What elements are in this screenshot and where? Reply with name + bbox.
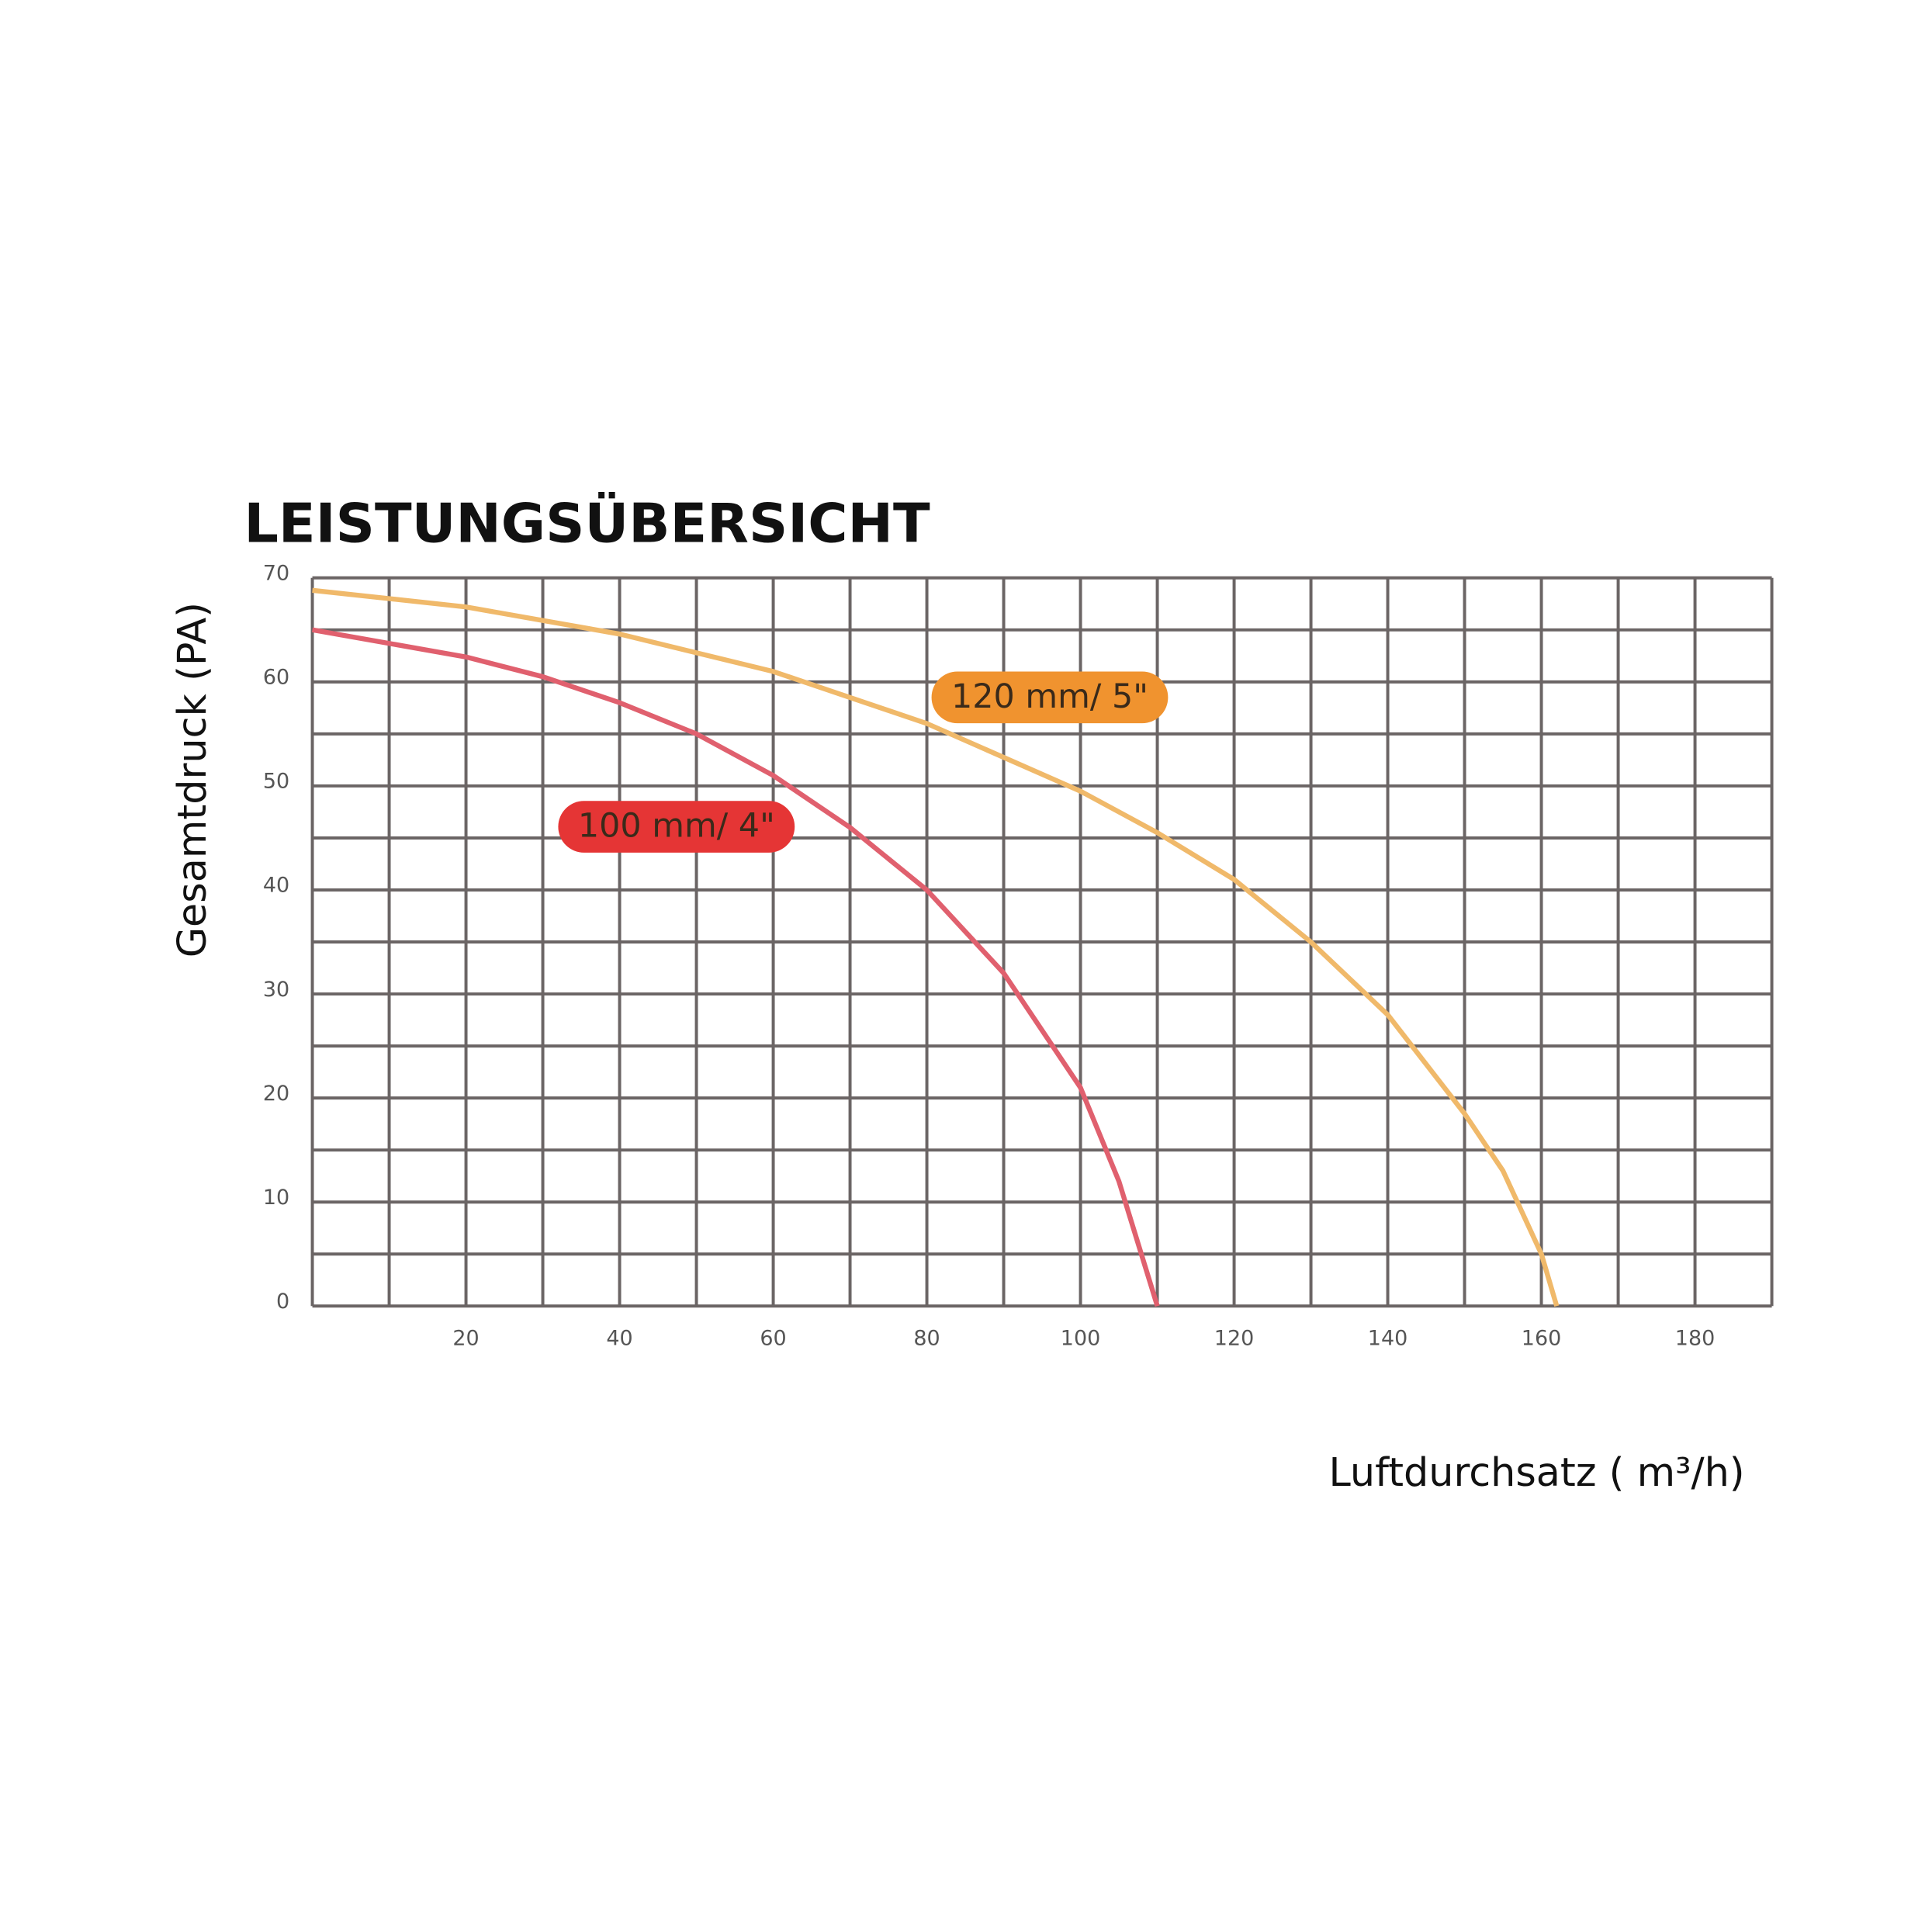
legend-label: 100 mm/ 4"	[578, 807, 775, 846]
x-tick-label: 120	[1214, 1327, 1255, 1351]
legend-pill	[558, 801, 795, 853]
x-tick-label: 140	[1368, 1327, 1408, 1351]
x-tick-label: 180	[1675, 1327, 1716, 1351]
x-tick-label: 60	[760, 1327, 786, 1351]
legend-item: 120 mm/ 5"	[931, 671, 1169, 724]
x-tick-label: 80	[913, 1327, 940, 1351]
legend-label: 120 mm/ 5"	[951, 677, 1148, 716]
x-tick-label: 160	[1522, 1327, 1562, 1351]
x-tick-label: 40	[606, 1327, 632, 1351]
y-tick-label: 0	[276, 1290, 289, 1314]
y-tick-label: 50	[263, 770, 289, 794]
y-tick-label: 20	[263, 1082, 289, 1106]
y-tick-label: 10	[263, 1186, 289, 1210]
chart-title: LEISTUNGSÜBERSICHT	[244, 492, 930, 556]
legend-item: 100 mm/ 4"	[558, 801, 795, 853]
x-tick-label: 100	[1061, 1327, 1101, 1351]
x-tick-label: 20	[452, 1327, 479, 1351]
y-tick-label: 30	[263, 978, 289, 1002]
y-tick-label: 70	[263, 562, 289, 586]
series-line	[312, 627, 1160, 1307]
x-axis-label: Luftdurchsatz ( m³/h)	[1329, 1449, 1745, 1495]
y-tick-label: 60	[263, 666, 289, 690]
y-tick-label: 40	[263, 874, 289, 898]
y-axis-label: Gesamtdruck (PA)	[169, 602, 215, 957]
series-line	[312, 587, 1560, 1307]
legend-pill	[931, 671, 1169, 724]
